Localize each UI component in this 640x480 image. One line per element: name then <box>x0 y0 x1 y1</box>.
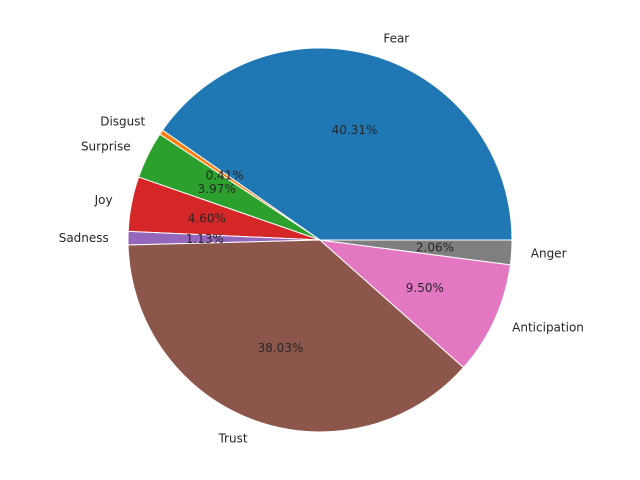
slice-label-anger: Anger <box>531 247 567 261</box>
pie-labels: Fear 40.31% Disgust 0.41% Surprise 3.97% Joy 4.… <box>59 32 584 446</box>
pie-slice-fear <box>162 47 513 241</box>
slice-percent-joy: 4.60% <box>188 211 226 225</box>
slice-label-surprise: Surprise <box>81 139 131 153</box>
slice-label-disgust: Disgust <box>100 114 145 128</box>
slice-percent-anger: 2.06% <box>416 240 454 254</box>
slice-percent-anticipation: 9.50% <box>406 281 444 295</box>
pie-slices <box>127 47 513 433</box>
slice-label-trust: Trust <box>217 431 247 445</box>
pie-slice-anticipation <box>319 239 511 369</box>
slice-label-fear: Fear <box>383 32 409 46</box>
slice-percent-surprise: 3.97% <box>198 182 236 196</box>
slice-percent-trust: 38.03% <box>258 341 304 355</box>
pie-slice-trust <box>127 239 465 433</box>
slice-percent-fear: 40.31% <box>332 123 378 137</box>
slice-label-sadness: Sadness <box>59 231 109 245</box>
slice-percent-disgust: 0.41% <box>206 168 244 182</box>
slice-label-joy: Joy <box>94 193 113 207</box>
slice-percent-sadness: 1.13% <box>186 232 224 246</box>
pie-slice-anger <box>319 239 513 266</box>
slice-label-anticipation: Anticipation <box>512 321 584 335</box>
